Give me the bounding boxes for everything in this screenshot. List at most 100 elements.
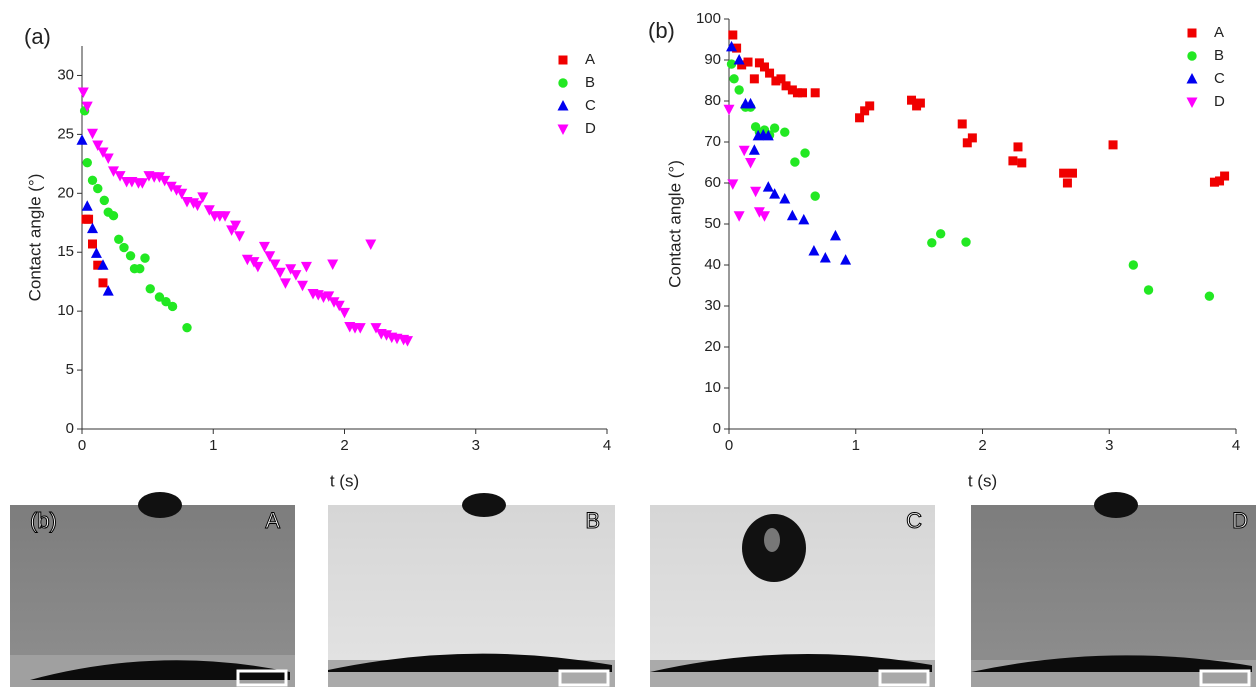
data-point	[197, 192, 209, 203]
data-point	[102, 285, 114, 296]
data-point	[769, 188, 781, 199]
x-tick-label: 1	[209, 437, 217, 454]
data-point	[297, 280, 308, 292]
data-point	[915, 98, 925, 108]
data-point	[798, 88, 808, 98]
legend-marker	[557, 124, 569, 135]
data-point	[1059, 168, 1069, 178]
y-tick-label: 100	[696, 10, 721, 27]
data-point	[1062, 178, 1072, 188]
data-point	[154, 292, 165, 302]
data-point	[927, 238, 937, 248]
data-point	[99, 195, 110, 206]
chart-title: (a)	[24, 24, 51, 49]
data-point	[97, 147, 109, 159]
data-point	[269, 259, 281, 271]
y-tick-label: 5	[66, 361, 74, 378]
data-point	[327, 259, 339, 271]
photo-label: C	[906, 508, 922, 533]
data-point	[97, 259, 109, 270]
data-point	[136, 178, 148, 189]
legend-label: B	[1214, 47, 1224, 64]
data-point	[145, 284, 155, 294]
y-tick-label: 90	[704, 51, 721, 68]
data-point	[1008, 156, 1018, 166]
legend-marker	[558, 55, 568, 65]
data-point	[935, 229, 946, 239]
y-tick-label: 80	[704, 92, 721, 109]
data-point	[728, 30, 738, 40]
data-point	[1108, 140, 1118, 150]
data-point	[769, 123, 780, 133]
data-point	[1204, 291, 1215, 301]
y-tick-label: 60	[704, 174, 721, 191]
data-point	[87, 128, 98, 140]
data-point	[790, 157, 800, 167]
data-point	[759, 62, 769, 72]
x-tick-label: 3	[1105, 437, 1113, 454]
chart-title: (b)	[648, 18, 675, 43]
legend-marker	[1187, 51, 1197, 61]
data-point	[125, 251, 136, 261]
data-point	[402, 336, 413, 347]
data-point	[108, 210, 119, 221]
data-point	[758, 211, 770, 222]
photo-label: B	[585, 508, 600, 533]
data-point	[88, 239, 97, 249]
data-point	[800, 148, 810, 158]
data-point	[786, 209, 798, 221]
x-tick-label: 0	[725, 437, 733, 454]
legend-label: D	[1214, 93, 1225, 110]
data-point	[1013, 142, 1023, 152]
y-tick-label: 30	[704, 297, 721, 314]
data-point	[90, 247, 102, 258]
data-point	[114, 171, 126, 182]
data-point	[165, 181, 177, 193]
data-point	[102, 153, 114, 164]
legend-label: A	[585, 51, 595, 68]
data-point	[264, 251, 276, 262]
photo-b: B	[328, 493, 615, 687]
x-axis-title: t (s)	[968, 471, 997, 490]
data-point	[726, 59, 737, 69]
x-tick-label: 2	[978, 437, 986, 454]
data-point	[300, 261, 312, 273]
data-point	[98, 278, 108, 288]
data-point	[776, 74, 786, 84]
legend-marker	[558, 78, 568, 88]
data-point	[84, 214, 94, 224]
data-point	[734, 85, 744, 95]
data-point	[81, 200, 93, 211]
data-point	[798, 213, 810, 225]
data-point	[771, 76, 781, 86]
data-point	[153, 172, 165, 183]
photo-label: D	[1232, 508, 1248, 533]
data-point	[234, 231, 245, 242]
data-point	[354, 323, 366, 334]
data-point	[748, 144, 760, 155]
legend-label: B	[585, 74, 595, 91]
data-point	[93, 183, 103, 194]
data-point	[1067, 168, 1077, 178]
data-point	[808, 245, 820, 256]
data-point	[339, 307, 350, 319]
x-axis-title: t (s)	[330, 471, 359, 490]
data-point	[192, 200, 203, 212]
data-point	[119, 242, 129, 253]
data-point	[1143, 285, 1154, 295]
photo-a: (b) A	[10, 492, 295, 687]
data-point	[159, 175, 171, 187]
data-point	[203, 205, 215, 216]
data-point	[328, 297, 340, 308]
data-point	[779, 192, 791, 204]
data-point	[93, 260, 103, 270]
data-point	[92, 140, 104, 151]
x-tick-label: 4	[603, 437, 611, 454]
data-point	[77, 87, 89, 98]
data-point	[219, 211, 231, 222]
legend-marker	[557, 100, 569, 111]
data-point	[781, 81, 791, 91]
y-tick-label: 50	[704, 215, 721, 232]
data-point	[765, 68, 775, 78]
